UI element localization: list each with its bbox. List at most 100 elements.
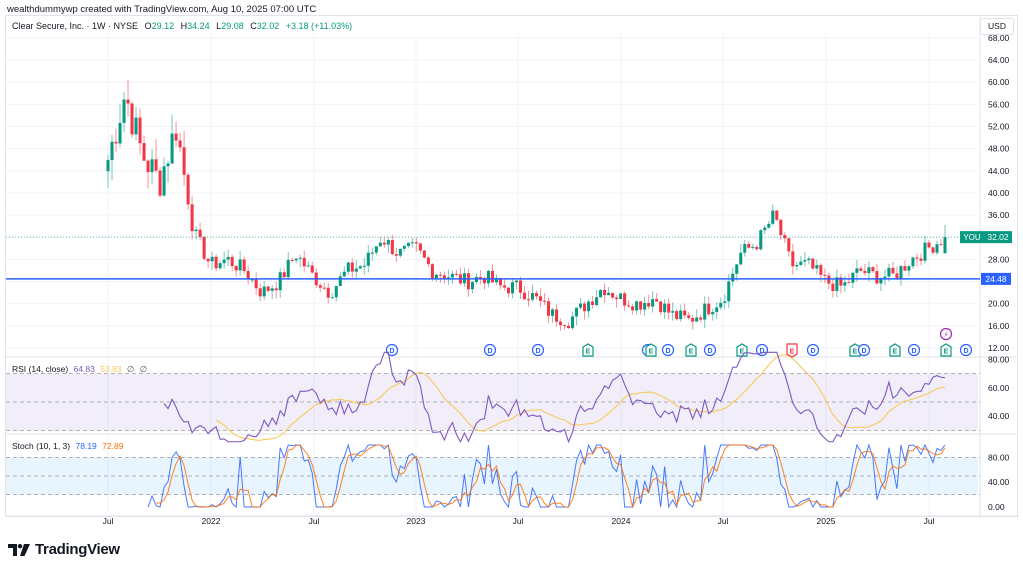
- dividend-marker-icon[interactable]: D: [385, 343, 399, 357]
- low-value: 29.08: [221, 21, 244, 31]
- candlestick-series: [6, 79, 980, 331]
- svg-text:D: D: [810, 348, 815, 355]
- dividend-marker-icon[interactable]: D: [806, 343, 820, 357]
- price-tick: 20.00: [988, 299, 1010, 309]
- rsi-title: RSI (14, close): [12, 364, 69, 374]
- price-tick: 44.00: [988, 166, 1010, 176]
- change-value: +3.18 (+11.03%): [285, 21, 353, 31]
- earnings-marker-icon[interactable]: E: [889, 343, 901, 357]
- price-tick: 68.00: [988, 33, 1010, 43]
- svg-text:D: D: [911, 348, 916, 355]
- hline-price-tag: 24.48: [985, 274, 1007, 284]
- close-value: 32.02: [256, 21, 280, 31]
- svg-text:E: E: [586, 349, 591, 356]
- svg-text:D: D: [861, 348, 866, 355]
- price-tick: 56.00: [988, 99, 1010, 109]
- rsi-tick: 60.00: [988, 383, 1010, 393]
- dividend-marker-icon[interactable]: D: [907, 343, 921, 357]
- price-tick: 60.00: [988, 77, 1010, 87]
- dividend-marker-icon[interactable]: D: [483, 343, 497, 357]
- price-tick: 12.00: [988, 343, 1010, 353]
- earnings-marker-icon[interactable]: E: [645, 343, 657, 357]
- svg-text:⚡: ⚡: [944, 331, 949, 339]
- svg-text:E: E: [893, 349, 898, 356]
- stoch-tick: 0.00: [988, 502, 1005, 512]
- svg-text:D: D: [665, 348, 670, 355]
- split-flash-marker-icon[interactable]: ⚡: [939, 327, 953, 341]
- earnings-marker-icon[interactable]: E: [685, 343, 697, 357]
- time-tick: Jul: [924, 516, 935, 526]
- rsi-tick: 80.00: [988, 354, 1010, 364]
- price-tick: 28.00: [988, 254, 1010, 264]
- stoch-d-line: [156, 444, 946, 509]
- dividend-marker-icon[interactable]: D: [661, 343, 675, 357]
- dividend-marker-icon[interactable]: D: [531, 343, 545, 357]
- stoch-k-line: [147, 443, 946, 509]
- tradingview-brand[interactable]: TradingView: [8, 541, 120, 558]
- currency-button[interactable]: USD: [980, 18, 1014, 35]
- dividend-marker-icon[interactable]: D: [703, 343, 717, 357]
- price-tick: 40.00: [988, 188, 1010, 198]
- stoch-legend: Stoch (10, 1, 3) 78.19 72.89: [12, 441, 123, 451]
- svg-text:D: D: [389, 348, 394, 355]
- na-icon: ∅: [139, 364, 148, 374]
- symbol-tag: YOU: [963, 233, 981, 242]
- chart-credit: wealthdummywp created with TradingView.c…: [7, 4, 317, 15]
- stoch-tick: 80.00: [988, 452, 1010, 462]
- brand-name: TradingView: [35, 541, 120, 558]
- stoch-d-value: 72.89: [102, 441, 124, 451]
- symbol-legend: Clear Secure, Inc. · 1W · NYSE O29.12 H3…: [12, 21, 353, 31]
- last-price-tag: 32.02: [987, 232, 1009, 242]
- time-tick: Jul: [103, 516, 114, 526]
- rsi-pane: [6, 351, 980, 444]
- time-tick: 2024: [612, 516, 631, 526]
- svg-text:E: E: [790, 349, 795, 356]
- earnings-marker-icon[interactable]: E: [940, 343, 952, 357]
- grid-lines: [5, 15, 1018, 517]
- stoch-k-value: 78.19: [75, 441, 97, 451]
- rsi-legend: RSI (14, close) 64.83 53.83 ∅ ∅: [12, 364, 147, 375]
- rsi-tick: 40.00: [988, 411, 1010, 421]
- na-icon: ∅: [126, 364, 135, 374]
- earnings-marker-icon[interactable]: E: [582, 343, 594, 357]
- svg-text:E: E: [853, 349, 858, 356]
- svg-text:D: D: [963, 348, 968, 355]
- axes: 68.00 64.00 60.00 56.00 52.00 48.00 44.00 40.00…: [103, 33, 1012, 526]
- svg-text:E: E: [944, 349, 949, 356]
- stoch-pane: [6, 443, 980, 509]
- stoch-title: Stoch (10, 1, 3): [12, 441, 71, 451]
- svg-text:E: E: [740, 349, 745, 356]
- time-tick: Jul: [309, 516, 320, 526]
- price-tick: 52.00: [988, 121, 1010, 131]
- rsi-value: 64.83: [73, 364, 95, 374]
- event-markers[interactable]: DDDEDEDEDEDEDEDEDED⚡: [385, 327, 973, 358]
- time-tick: Jul: [513, 516, 524, 526]
- rsi-ma-value: 53.83: [100, 364, 122, 374]
- time-tick: Jul: [718, 516, 729, 526]
- svg-text:D: D: [535, 348, 540, 355]
- dividend-marker-icon[interactable]: D: [959, 343, 973, 357]
- rsi-ma-line: [215, 354, 946, 441]
- svg-text:E: E: [649, 349, 654, 356]
- open-value: 29.12: [151, 21, 175, 31]
- dividend-marker-icon[interactable]: D: [857, 343, 871, 357]
- price-tick: 36.00: [988, 210, 1010, 220]
- time-tick: 2023: [407, 516, 426, 526]
- svg-text:D: D: [487, 348, 492, 355]
- high-value: 34.24: [187, 21, 210, 31]
- svg-text:E: E: [689, 349, 694, 356]
- time-tick: 2022: [202, 516, 221, 526]
- earnings-marker-icon[interactable]: E: [736, 343, 748, 357]
- earnings-miss-marker-icon[interactable]: E: [786, 343, 798, 358]
- price-tick: 16.00: [988, 321, 1010, 331]
- time-tick: 2025: [817, 516, 836, 526]
- symbol-title: Clear Secure, Inc. · 1W · NYSE: [12, 21, 139, 31]
- rsi-line: [163, 351, 946, 444]
- svg-text:D: D: [759, 348, 764, 355]
- svg-text:D: D: [707, 348, 712, 355]
- tradingview-logo-icon: [8, 543, 30, 556]
- price-tick: 64.00: [988, 55, 1010, 65]
- price-tick: 48.00: [988, 144, 1010, 154]
- stoch-tick: 40.00: [988, 477, 1010, 487]
